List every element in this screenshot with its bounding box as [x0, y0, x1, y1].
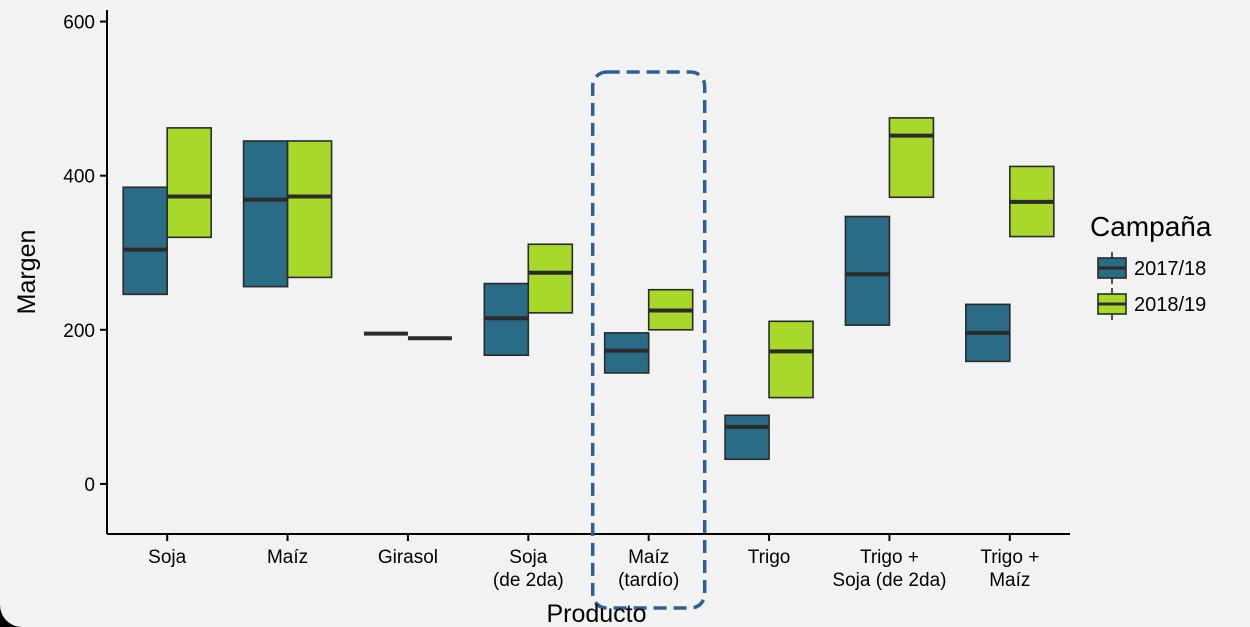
x-axis-title: Producto [546, 600, 646, 627]
y-tick-label: 200 [63, 321, 95, 342]
x-tick-label-line: Maíz [267, 547, 308, 568]
x-tick-label: Trigo + Maíz [980, 547, 1039, 591]
box-2017/18 [844, 215, 891, 326]
x-tick-label: Maíz (tardío) [618, 547, 679, 591]
x-tick-label-line: Soja [509, 547, 547, 568]
x-tick-label: Trigo + Soja (de 2da) [832, 547, 946, 591]
y-tick-label: 0 [84, 475, 95, 496]
box-2018/19 [166, 127, 212, 239]
legend: Campaña 2017/18 2018/19 [1090, 211, 1212, 320]
legend-label: 2017/18 [1134, 258, 1206, 280]
x-tick-label: Soja (de 2da) [493, 547, 564, 591]
legend-label: 2018/19 [1134, 294, 1206, 316]
highlight-box [590, 70, 707, 610]
x-tick-label-line: Trigo [748, 547, 791, 568]
x-tick-label-line: Maíz [628, 547, 669, 568]
x-tick-label-line: Soja (de 2da) [832, 570, 946, 591]
box-2018/19 [527, 243, 574, 314]
y-axis-title: Margen [13, 230, 41, 315]
box-2017/18 [122, 186, 168, 296]
x-tick-label-line: (tardío) [618, 570, 679, 591]
x-tick-labels: Soja Maíz Girasol Soja (de 2da)Maíz (tardío)T… [148, 547, 1039, 591]
boxes [122, 117, 1055, 461]
x-tick-label: Girasol [378, 547, 438, 568]
x-tick-label-line: Trigo + [860, 547, 919, 568]
legend-title: Campaña [1090, 211, 1212, 242]
x-tick-label: Maíz [267, 547, 308, 568]
box-2018/19 [888, 117, 935, 199]
x-tick-label-line: Girasol [378, 547, 438, 568]
box-2017/18 [603, 332, 650, 374]
x-tick-label-line: Soja [148, 547, 186, 568]
y-tick-label: 600 [63, 13, 95, 34]
box-2018/19 [286, 140, 333, 279]
x-tick-label: Trigo [748, 547, 791, 568]
x-tick-label-line: (de 2da) [493, 570, 564, 591]
box-2017/18 [242, 140, 289, 288]
axes: 0 200 400 600 [63, 10, 1070, 541]
box-2018/19 [768, 320, 814, 399]
box-2017/18 [724, 414, 770, 461]
x-tick-label-line: Maíz [989, 570, 1030, 591]
y-tick-label: 400 [63, 167, 95, 188]
x-tick-label-line: Trigo + [980, 547, 1039, 568]
x-tick-label: Soja [148, 547, 186, 568]
